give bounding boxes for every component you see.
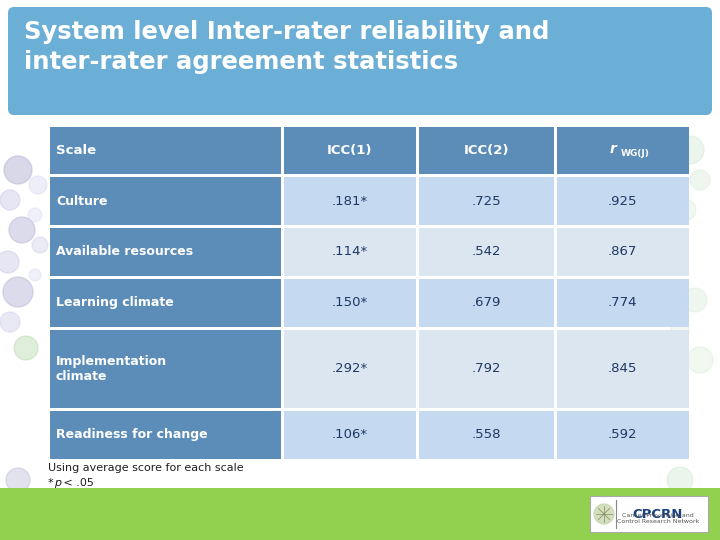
FancyBboxPatch shape — [8, 7, 712, 115]
Text: .725: .725 — [472, 194, 501, 208]
Circle shape — [594, 504, 614, 524]
Bar — [50, 126, 281, 174]
Text: Available resources: Available resources — [56, 245, 193, 259]
Bar — [418, 228, 554, 276]
Bar — [50, 279, 281, 327]
Circle shape — [32, 237, 48, 253]
Circle shape — [3, 277, 33, 307]
Bar — [284, 411, 415, 458]
Bar — [557, 126, 688, 174]
Circle shape — [4, 156, 32, 184]
Bar — [284, 279, 415, 327]
Bar — [50, 329, 281, 408]
Text: Culture: Culture — [56, 194, 107, 208]
Text: < .05: < .05 — [60, 478, 94, 488]
Bar — [418, 126, 554, 174]
Text: inter-rater agreement statistics: inter-rater agreement statistics — [24, 50, 458, 74]
Text: .774: .774 — [608, 296, 637, 309]
Text: .181*: .181* — [332, 194, 368, 208]
Circle shape — [14, 336, 38, 360]
Text: Readiness for change: Readiness for change — [56, 428, 207, 441]
Circle shape — [686, 496, 704, 514]
Text: .106*: .106* — [332, 428, 368, 441]
Bar — [418, 411, 554, 458]
Text: Learning climate: Learning climate — [56, 296, 174, 309]
Circle shape — [21, 496, 39, 514]
Bar — [418, 177, 554, 225]
Bar — [590, 496, 708, 532]
Bar — [557, 411, 688, 458]
Circle shape — [690, 170, 710, 190]
Circle shape — [671, 321, 689, 339]
Text: .542: .542 — [472, 245, 501, 259]
Bar — [0, 488, 720, 540]
Text: ICC(1): ICC(1) — [327, 144, 372, 157]
Circle shape — [667, 467, 693, 493]
Bar — [557, 228, 688, 276]
Bar — [284, 126, 415, 174]
Bar — [284, 177, 415, 225]
Text: .558: .558 — [472, 428, 501, 441]
Text: .150*: .150* — [332, 296, 368, 309]
Circle shape — [676, 136, 704, 164]
Circle shape — [28, 208, 42, 222]
Text: Using average score for each scale: Using average score for each scale — [48, 463, 243, 473]
Text: WG(J): WG(J) — [621, 149, 649, 158]
Bar — [284, 329, 415, 408]
Text: .867: .867 — [608, 245, 637, 259]
Bar — [557, 279, 688, 327]
Bar — [418, 279, 554, 327]
Text: ICC(2): ICC(2) — [464, 144, 509, 157]
Bar — [557, 329, 688, 408]
Text: .592: .592 — [608, 428, 637, 441]
Circle shape — [0, 312, 20, 332]
Bar — [418, 329, 554, 408]
Text: .679: .679 — [472, 296, 501, 309]
Text: .114*: .114* — [332, 245, 368, 259]
Circle shape — [683, 288, 707, 312]
Text: System level Inter-rater reliability and: System level Inter-rater reliability and — [24, 20, 549, 44]
Text: r: r — [609, 143, 616, 157]
Text: Implementation
climate: Implementation climate — [56, 355, 167, 383]
Circle shape — [6, 468, 30, 492]
Text: p: p — [54, 478, 61, 488]
Text: .845: .845 — [608, 362, 637, 375]
Circle shape — [9, 217, 35, 243]
Circle shape — [29, 176, 47, 194]
Circle shape — [0, 251, 19, 273]
Bar — [50, 411, 281, 458]
Bar — [284, 228, 415, 276]
Text: .792: .792 — [472, 362, 501, 375]
Bar — [50, 228, 281, 276]
Bar — [557, 177, 688, 225]
Circle shape — [674, 199, 696, 221]
Bar — [50, 177, 281, 225]
Text: Scale: Scale — [56, 144, 96, 157]
Text: .925: .925 — [608, 194, 637, 208]
Circle shape — [0, 190, 20, 210]
Circle shape — [29, 269, 41, 281]
Text: Cancer Prevention and
Control Research Network: Cancer Prevention and Control Research N… — [617, 513, 699, 524]
Circle shape — [687, 347, 713, 373]
Text: .292*: .292* — [332, 362, 368, 375]
Text: CPCRN: CPCRN — [633, 508, 683, 521]
Text: *: * — [48, 478, 53, 488]
